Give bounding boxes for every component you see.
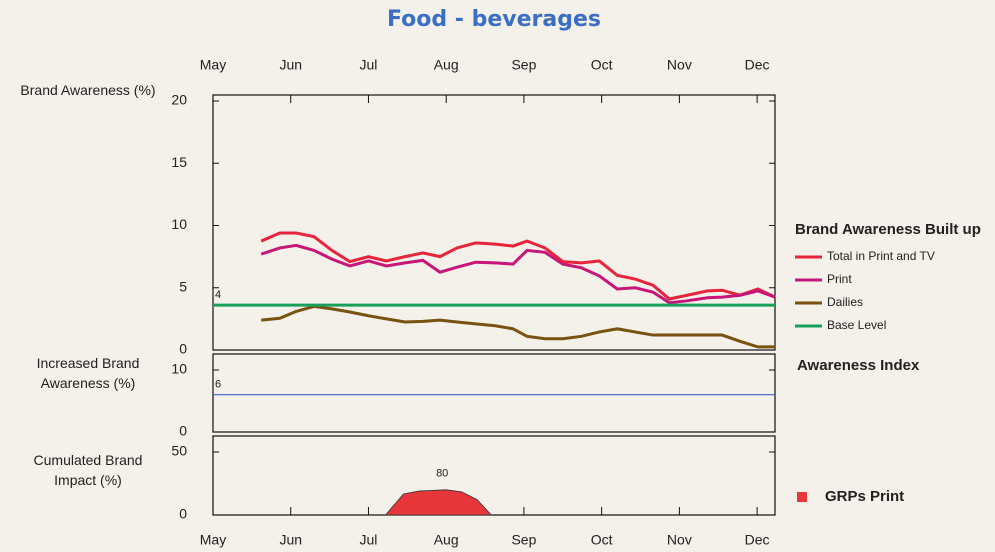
chart-title: Food - beverages [387, 7, 601, 32]
reference-label: 6 [215, 379, 221, 391]
x-tick-label: Nov [667, 57, 692, 73]
y-tick-label: 10 [171, 216, 187, 232]
x-tick-label: May [200, 532, 226, 548]
x-tick-label: Jun [279, 57, 302, 73]
x-tick-label: May [200, 57, 226, 73]
y-tick-label: 50 [171, 443, 187, 459]
y-axis-label: Increased Brand Awareness (%) [36, 355, 140, 391]
line-series [260, 243, 776, 305]
line-series [260, 231, 776, 301]
legend-label: Print [827, 272, 852, 286]
legend-swatch [797, 492, 807, 502]
y-tick-label: 5 [179, 278, 187, 294]
y-axis-label: Cumulated Brand Impact (%) [33, 452, 143, 488]
legend-label: Base Level [827, 318, 886, 332]
plot-frame [212, 435, 776, 516]
y-tick-label: 0 [179, 506, 187, 522]
x-tick-label: Sep [511, 57, 536, 73]
x-tick-label: Oct [591, 532, 613, 548]
plot-frame [212, 94, 776, 351]
legend-title: Brand Awareness Built up [795, 221, 981, 238]
x-tick-label: Jul [360, 532, 378, 548]
plot-frame [212, 353, 776, 433]
y-tick-label: 10 [171, 361, 187, 377]
x-tick-label: Jul [360, 57, 378, 73]
x-tick-label: Dec [745, 57, 770, 73]
x-tick-label: Aug [434, 57, 459, 73]
y-tick-label: 15 [171, 154, 187, 170]
y-axis-label: Brand Awareness (%) [20, 82, 156, 98]
reference-label: 4 [215, 289, 221, 301]
annotation: 80 [436, 468, 448, 480]
y-tick-label: 0 [179, 423, 187, 439]
line-series [261, 304, 775, 349]
legend-label: GRPs Print [825, 488, 904, 505]
legend-label: Dailies [827, 295, 863, 309]
x-tick-label: Dec [745, 532, 770, 548]
x-tick-label: Sep [511, 532, 536, 548]
area-series [384, 489, 493, 516]
legend-label: Total in Print and TV [827, 249, 935, 263]
legend-title: Awareness Index [797, 357, 920, 374]
y-tick-label: 0 [179, 341, 187, 357]
x-tick-label: Jun [279, 532, 302, 548]
x-tick-label: Aug [434, 532, 459, 548]
x-tick-label: Oct [591, 57, 613, 73]
y-tick-label: 20 [171, 92, 187, 108]
x-tick-label: Nov [667, 532, 692, 548]
